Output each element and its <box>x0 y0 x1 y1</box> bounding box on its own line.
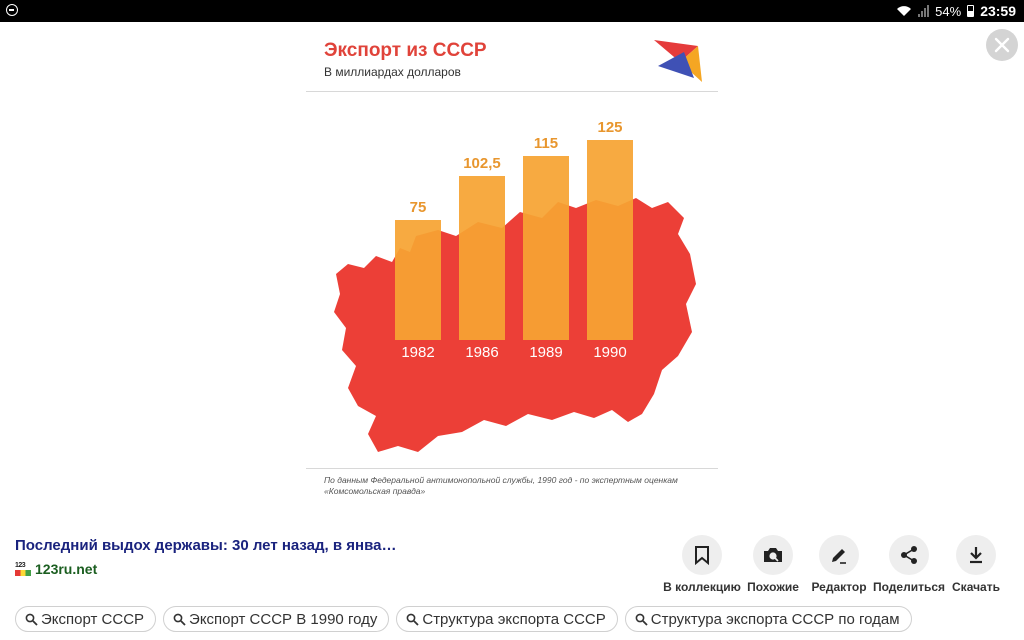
pencil-icon <box>832 549 846 564</box>
chart-title: Экспорт из СССР <box>324 40 487 61</box>
category-label: 1986 <box>465 344 498 361</box>
bar-value-label: 75 <box>410 199 427 216</box>
chip-label: Экспорт СССР <box>41 610 145 628</box>
bookmark-icon <box>695 546 709 565</box>
add-to-collection-button[interactable]: В коллекцию <box>662 535 742 594</box>
category-label: 1982 <box>401 344 434 361</box>
do-not-disturb-icon <box>6 4 18 16</box>
bar-1989 <box>523 156 569 340</box>
divider <box>306 91 718 92</box>
chart-subtitle: В миллиардах долларов <box>324 65 461 79</box>
ussr-map-shape <box>334 198 696 452</box>
wifi-icon <box>897 6 912 16</box>
similar-images-button[interactable]: Похожие <box>733 535 813 594</box>
action-label: Скачать <box>952 580 1000 594</box>
download-button[interactable]: Скачать <box>936 535 1016 594</box>
result-title-link[interactable]: Последний выдох державы: 30 лет назад, в… <box>15 537 397 554</box>
chip-label: Структура экспорта СССР <box>422 610 606 628</box>
bar-value-label: 115 <box>534 135 558 152</box>
action-label: Поделиться <box>872 580 946 594</box>
search-icon <box>635 613 648 626</box>
battery-icon <box>967 5 975 17</box>
bar-value-label: 125 <box>597 119 622 136</box>
chip-label: Экспорт СССР В 1990 году <box>189 610 378 628</box>
source-link[interactable]: 123 123ru.net <box>15 561 97 577</box>
clock: 23:59 <box>980 3 1016 19</box>
action-label: Похожие <box>747 580 799 594</box>
bar-chart: 75 1982 102,5 1986 115 1989 125 1990 <box>334 40 702 452</box>
search-icon <box>406 613 419 626</box>
related-search-chips: Экспорт СССР Экспорт СССР В 1990 году Ст… <box>15 606 912 632</box>
camera-search-icon <box>764 548 782 562</box>
download-icon <box>970 547 982 564</box>
search-chip[interactable]: Структура экспорта СССР <box>396 606 618 632</box>
bar-1990 <box>587 140 633 340</box>
search-chip[interactable]: Экспорт СССР В 1990 году <box>163 606 390 632</box>
action-label: В коллекцию <box>663 580 741 594</box>
chart-footnote: По данным Федеральной антимонопольной сл… <box>324 475 678 496</box>
share-icon <box>901 546 917 564</box>
share-button[interactable]: Поделиться <box>869 535 949 594</box>
chip-label: Структура экспорта СССР по годам <box>650 610 900 628</box>
search-chip[interactable]: Экспорт СССР <box>15 606 157 632</box>
logo-bird-icon <box>654 40 702 82</box>
close-button[interactable] <box>986 29 1018 61</box>
source-favicon-icon: 123 <box>15 562 31 576</box>
search-icon <box>25 613 38 626</box>
category-label: 1990 <box>593 344 626 361</box>
status-bar: 54% 23:59 <box>0 0 1024 22</box>
bar-1982 <box>395 220 441 340</box>
source-name: 123ru.net <box>35 561 98 577</box>
search-icon <box>173 613 186 626</box>
battery-percent: 54% <box>935 3 962 19</box>
close-icon <box>994 37 1010 53</box>
signal-icon <box>918 5 930 17</box>
action-label: Редактор <box>811 580 867 594</box>
bar-1986 <box>459 176 505 340</box>
category-label: 1989 <box>529 344 562 361</box>
infographic-image[interactable]: Экспорт из СССР В миллиардах долларов 75… <box>306 22 718 516</box>
divider <box>306 468 718 469</box>
search-chip[interactable]: Структура экспорта СССР по годам <box>624 606 912 632</box>
bar-value-label: 102,5 <box>463 155 501 172</box>
editor-button[interactable]: Редактор <box>799 535 879 594</box>
